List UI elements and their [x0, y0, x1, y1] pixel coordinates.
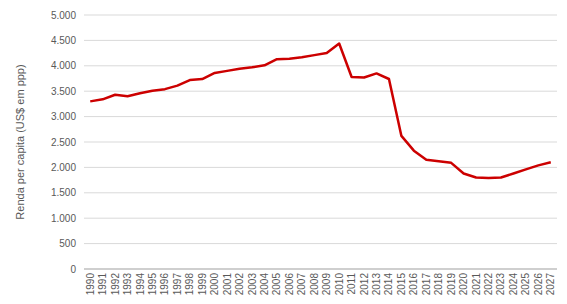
- grid-line: [84, 116, 557, 117]
- x-tick-label: 2005: [271, 273, 282, 296]
- x-tick-label: 2020: [458, 273, 469, 296]
- x-tick-label: 2016: [408, 273, 419, 296]
- x-tick-label: 2024: [508, 273, 519, 296]
- y-tick-label: 1.500: [51, 187, 76, 198]
- x-tick-label: 1992: [110, 273, 121, 296]
- x-tick-label: 2021: [471, 273, 482, 296]
- x-axis-line: [84, 269, 557, 270]
- x-tick-label: 2011: [346, 273, 357, 295]
- y-tick-label: 2.000: [51, 162, 76, 173]
- grid-line: [84, 65, 557, 66]
- x-tick-label: 2008: [309, 273, 320, 296]
- x-tick-label: 2017: [421, 273, 432, 296]
- grid-line: [84, 40, 557, 41]
- x-tick-label: 1995: [147, 273, 158, 296]
- x-tick-label: 2004: [259, 273, 270, 296]
- y-tick-label: 2.500: [51, 137, 76, 148]
- y-tick-label: 3.000: [51, 111, 76, 122]
- x-tick-label: 2025: [520, 273, 531, 296]
- x-tick-label: 1999: [197, 273, 208, 296]
- x-tick-label: 2001: [222, 273, 233, 296]
- x-tick-label: 2010: [334, 273, 345, 296]
- y-tick-label: 3.500: [51, 86, 76, 97]
- x-tick-label: 2009: [321, 273, 332, 296]
- x-tick-label: 2012: [359, 273, 370, 296]
- grid-line: [84, 243, 557, 244]
- x-tick-label: 1993: [122, 273, 133, 296]
- x-tick-label: 1990: [85, 273, 96, 296]
- x-tick-label: 2002: [234, 273, 245, 296]
- grid-line: [84, 15, 557, 16]
- y-tick-label: 5.000: [51, 10, 76, 21]
- chart: 0 500 1.000 1.500 2.000 2.500 3.000 3.500 4.000 4…: [0, 0, 567, 304]
- x-tick-label: 1991: [97, 273, 108, 296]
- y-tick-label: 1.000: [51, 213, 76, 224]
- x-tick-label: 2003: [247, 273, 258, 296]
- y-tick-label: 500: [59, 238, 76, 249]
- y-axis-title: Renda per capita (US$ em ppp): [14, 64, 26, 219]
- x-tick-label: 2015: [396, 273, 407, 296]
- x-tick-label: 2027: [545, 273, 556, 296]
- x-tick-label: 1994: [135, 273, 146, 296]
- grid-line: [84, 142, 557, 143]
- plot-area: [90, 43, 551, 178]
- grid-line: [84, 218, 557, 219]
- x-tick-label: 2022: [483, 273, 494, 296]
- x-tick-label: 2026: [533, 273, 544, 296]
- x-tick-label: 2007: [296, 273, 307, 296]
- x-tick-label: 1997: [172, 273, 183, 296]
- grid-line: [84, 167, 557, 168]
- x-tick-label: 2000: [209, 273, 220, 296]
- x-tick-label: 2018: [433, 273, 444, 296]
- x-tick-label: 1998: [184, 273, 195, 296]
- x-tick-label: 2019: [446, 273, 457, 296]
- data-line: [90, 43, 551, 178]
- x-tick-label: 2023: [495, 273, 506, 296]
- y-tick-label: 4.000: [51, 60, 76, 71]
- grid-line: [84, 269, 557, 270]
- y-tick-label: 4.500: [51, 35, 76, 46]
- x-tick-label: 1996: [159, 273, 170, 296]
- y-tick-label: 0: [70, 264, 76, 275]
- x-tick-label: 2006: [284, 273, 295, 296]
- x-tick-label: 2013: [371, 273, 382, 296]
- grid-line: [84, 192, 557, 193]
- x-tick-label: 2014: [383, 273, 394, 296]
